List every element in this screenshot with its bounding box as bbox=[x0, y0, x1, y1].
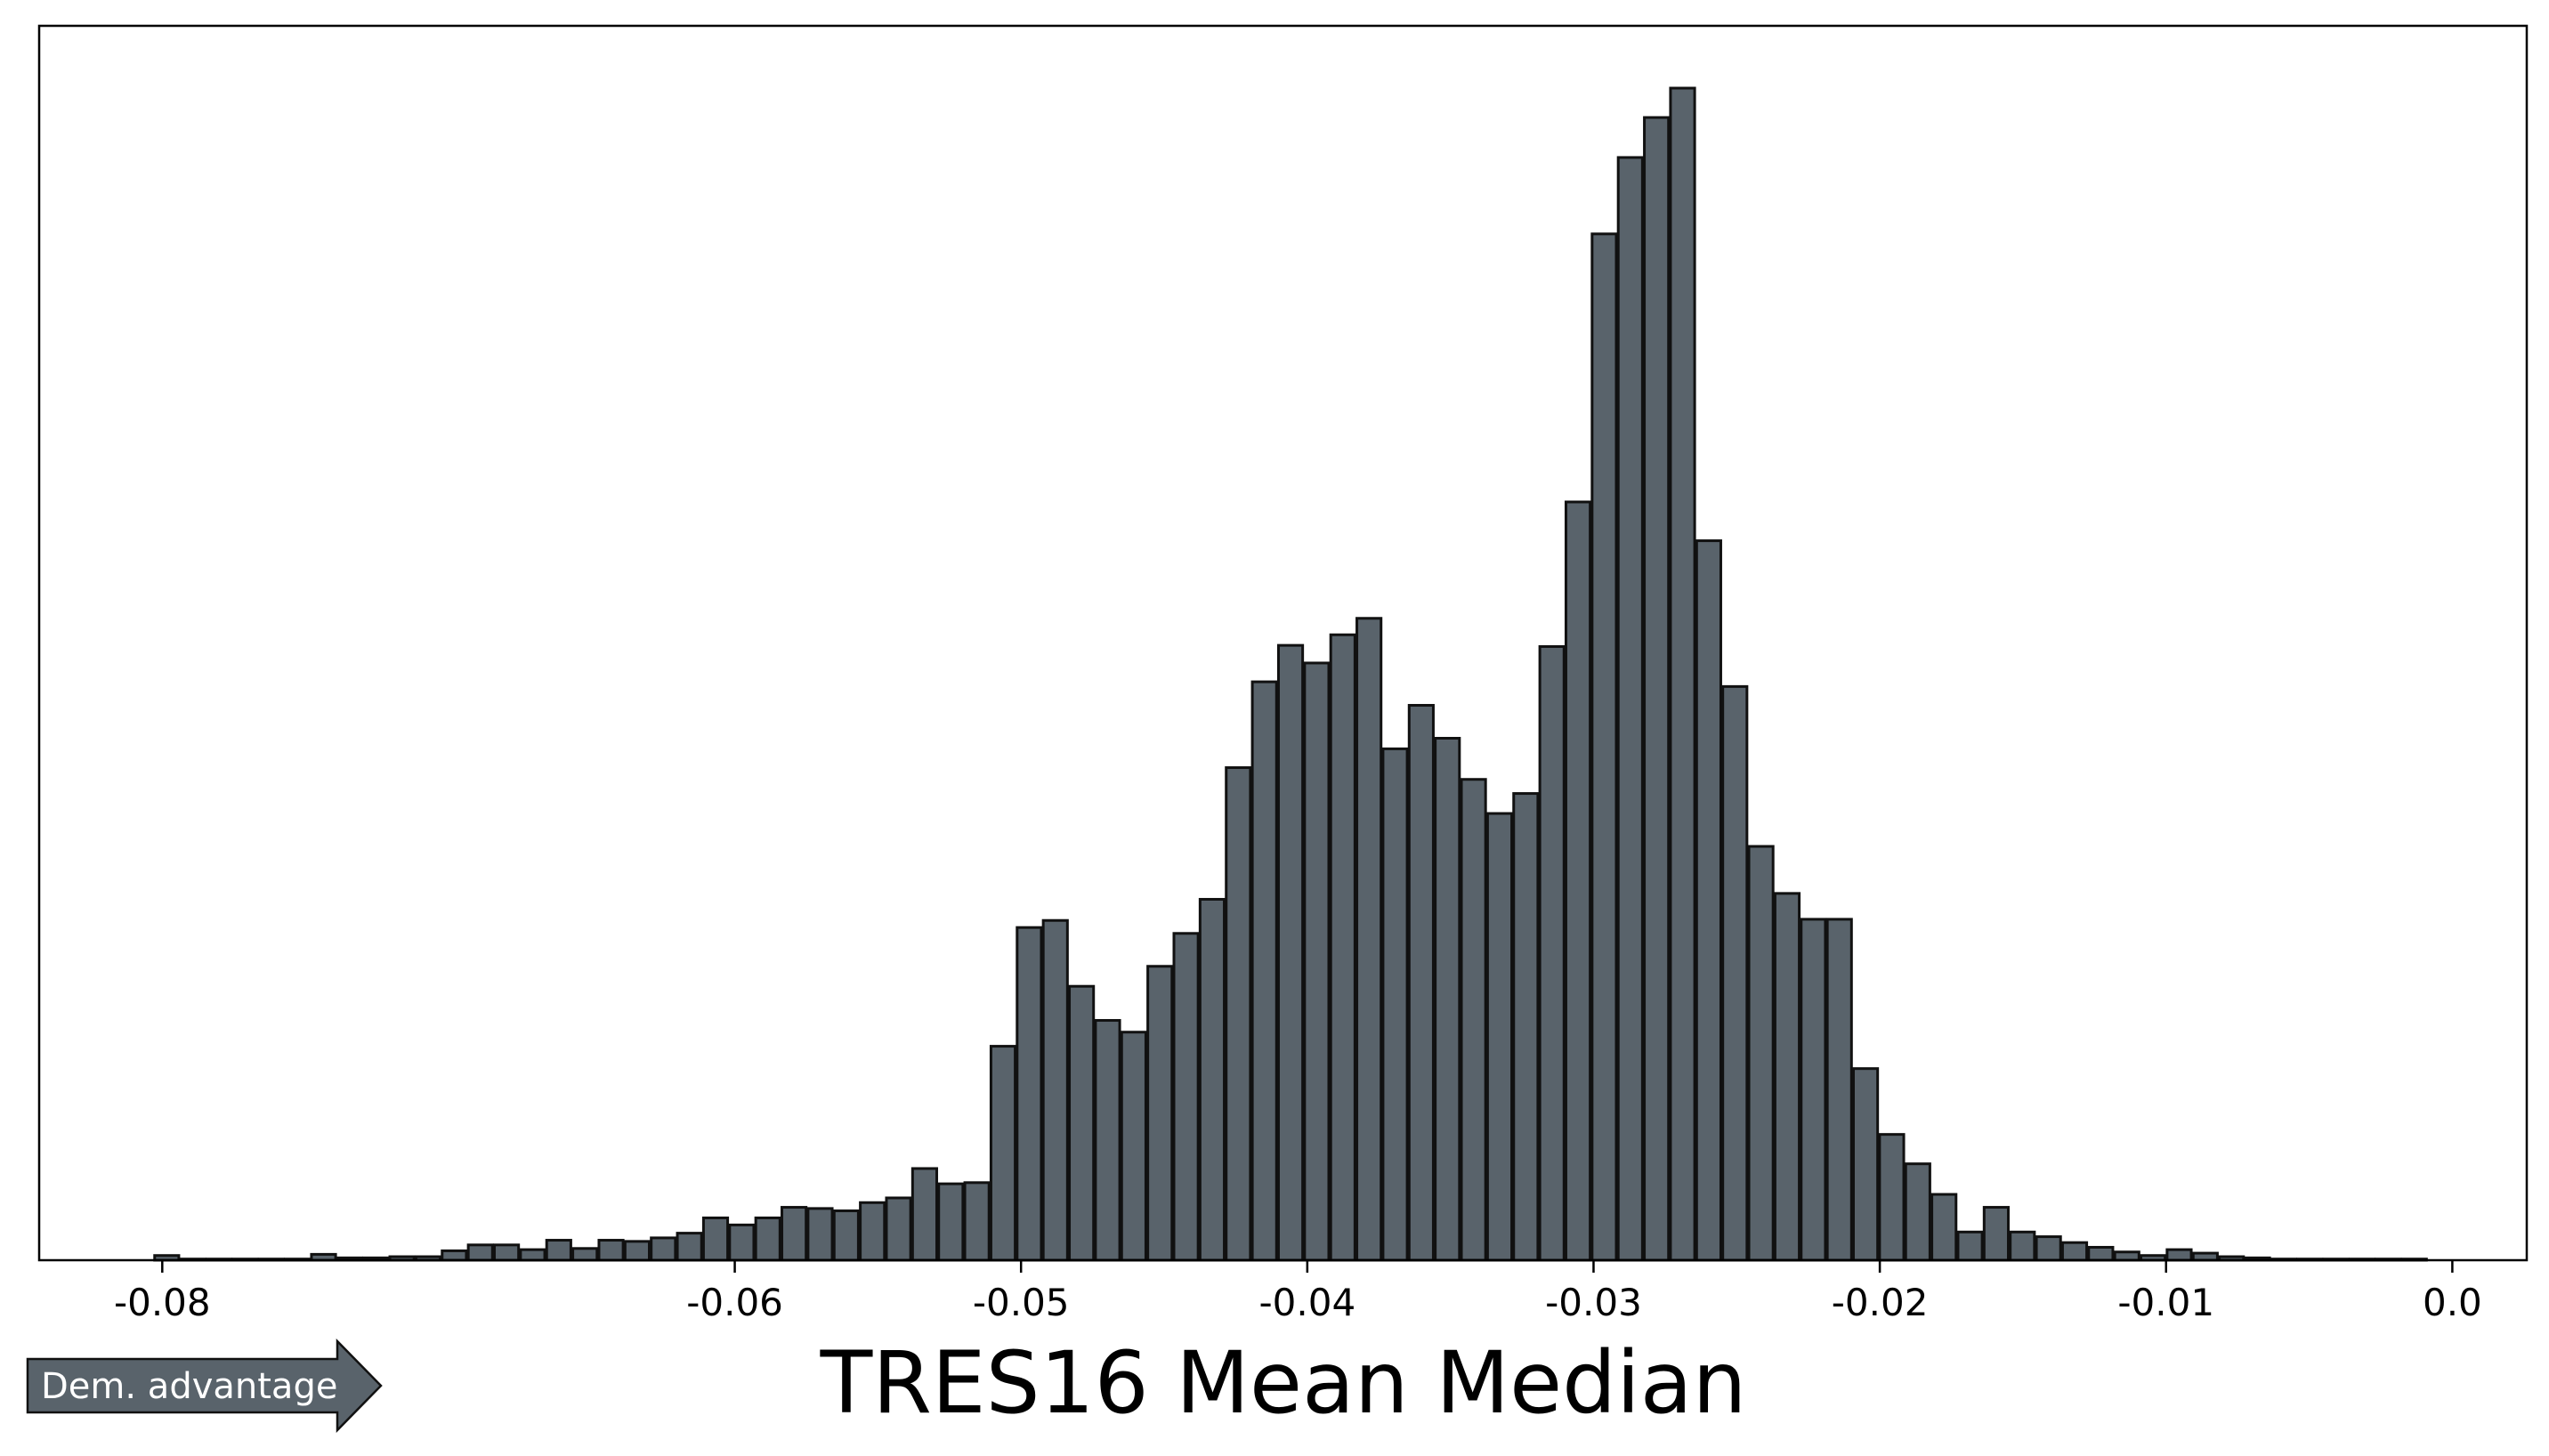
x-tick-label: -0.08 bbox=[114, 1281, 211, 1324]
histogram-bar bbox=[650, 1236, 677, 1262]
histogram-bar bbox=[1538, 644, 1566, 1262]
histogram-bar bbox=[1773, 892, 1801, 1262]
histogram-bar bbox=[1485, 812, 1514, 1262]
x-tick-label: -0.03 bbox=[1545, 1281, 1642, 1324]
arrow-label: Dem. advantage bbox=[41, 1366, 337, 1407]
histogram-bar bbox=[493, 1243, 521, 1262]
histogram-bar bbox=[519, 1248, 546, 1262]
x-tick-label: -0.06 bbox=[686, 1281, 783, 1324]
histogram-bar bbox=[1355, 617, 1383, 1262]
histogram-bar bbox=[1643, 116, 1671, 1262]
histogram-bar bbox=[832, 1209, 860, 1262]
histogram-bar bbox=[1669, 86, 1696, 1262]
histogram-bar bbox=[728, 1223, 756, 1262]
histogram-bar bbox=[806, 1207, 834, 1262]
histogram-bar bbox=[989, 1045, 1017, 1262]
dem-advantage-arrow: Dem. advantage bbox=[26, 1338, 383, 1434]
histogram-bar bbox=[1747, 845, 1775, 1262]
histogram-bar bbox=[1982, 1206, 2010, 1262]
histogram-bar bbox=[1094, 1019, 1121, 1262]
x-axis: -0.08 -0.06 -0.05 -0.04 -0.03 -0.02 -0.01 0.0 bbox=[114, 1260, 2482, 1324]
plot-frame bbox=[37, 24, 2529, 1262]
histogram-bar bbox=[963, 1181, 991, 1262]
x-tick-label: -0.02 bbox=[1832, 1281, 1929, 1324]
x-tick-label: 0.0 bbox=[2423, 1281, 2482, 1324]
histogram-bar bbox=[1825, 918, 1853, 1262]
x-tick-label: -0.05 bbox=[973, 1281, 1070, 1324]
histogram-bar bbox=[1930, 1193, 1958, 1262]
histogram-bar bbox=[1800, 918, 1827, 1262]
histogram-bar bbox=[441, 1249, 468, 1262]
histogram-bar bbox=[571, 1247, 599, 1262]
histogram-bar bbox=[1276, 643, 1305, 1262]
histogram-bar bbox=[1016, 926, 1043, 1262]
histogram-bar bbox=[1590, 232, 1618, 1262]
histogram-bar bbox=[2113, 1250, 2140, 1262]
histogram-bar bbox=[1956, 1230, 1984, 1262]
histogram-bar bbox=[676, 1232, 703, 1262]
histogram-bar bbox=[1616, 156, 1644, 1262]
histogram-bar bbox=[1721, 684, 1749, 1262]
histogram-bar bbox=[1878, 1133, 1906, 1262]
histogram-bar bbox=[597, 1239, 625, 1262]
histogram-bar bbox=[1329, 633, 1356, 1262]
histogram-bar bbox=[623, 1240, 651, 1262]
histogram-bar bbox=[2087, 1245, 2115, 1262]
bars-layer bbox=[153, 86, 2428, 1262]
histogram-bar bbox=[2060, 1241, 2089, 1262]
histogram-bar bbox=[1041, 918, 1069, 1262]
histogram-bar bbox=[1407, 704, 1435, 1262]
histogram-bar bbox=[1564, 500, 1592, 1262]
histogram-bar bbox=[2165, 1248, 2193, 1262]
histogram-bar bbox=[1434, 737, 1461, 1262]
x-tick-label: -0.01 bbox=[2117, 1281, 2214, 1324]
histogram-bar bbox=[754, 1216, 781, 1262]
histogram-bar bbox=[1120, 1031, 1147, 1262]
histogram-bar bbox=[1512, 792, 1540, 1262]
histogram-bar bbox=[1460, 778, 1487, 1262]
histogram-bar bbox=[1381, 747, 1409, 1262]
histogram-bar bbox=[1695, 539, 1722, 1262]
histogram-bar bbox=[885, 1196, 912, 1262]
x-tick-label: -0.04 bbox=[1259, 1281, 1356, 1324]
histogram-bar bbox=[1146, 965, 1174, 1262]
histogram-bar bbox=[466, 1243, 494, 1262]
histogram-bar bbox=[1250, 680, 1278, 1262]
histogram-bar bbox=[937, 1182, 965, 1262]
histogram-bar bbox=[910, 1167, 939, 1262]
histogram-bar bbox=[1303, 661, 1331, 1262]
histogram-bar bbox=[2009, 1230, 2036, 1262]
histogram-bar bbox=[1225, 766, 1252, 1262]
histogram-bar bbox=[1068, 984, 1096, 1262]
x-axis-label: TRES16 Mean Median bbox=[820, 1333, 1747, 1433]
histogram-bar bbox=[545, 1239, 572, 1262]
histogram-bar bbox=[781, 1206, 808, 1262]
histogram-bar bbox=[1172, 932, 1200, 1262]
histogram-bar bbox=[1851, 1067, 1880, 1262]
arrow-shape-icon bbox=[26, 1338, 383, 1434]
histogram-bar bbox=[859, 1201, 886, 1262]
histogram-bar bbox=[701, 1216, 730, 1262]
histogram-bar bbox=[1904, 1162, 1931, 1262]
histogram-bar bbox=[2035, 1235, 2062, 1262]
histogram-bar bbox=[1198, 897, 1226, 1262]
